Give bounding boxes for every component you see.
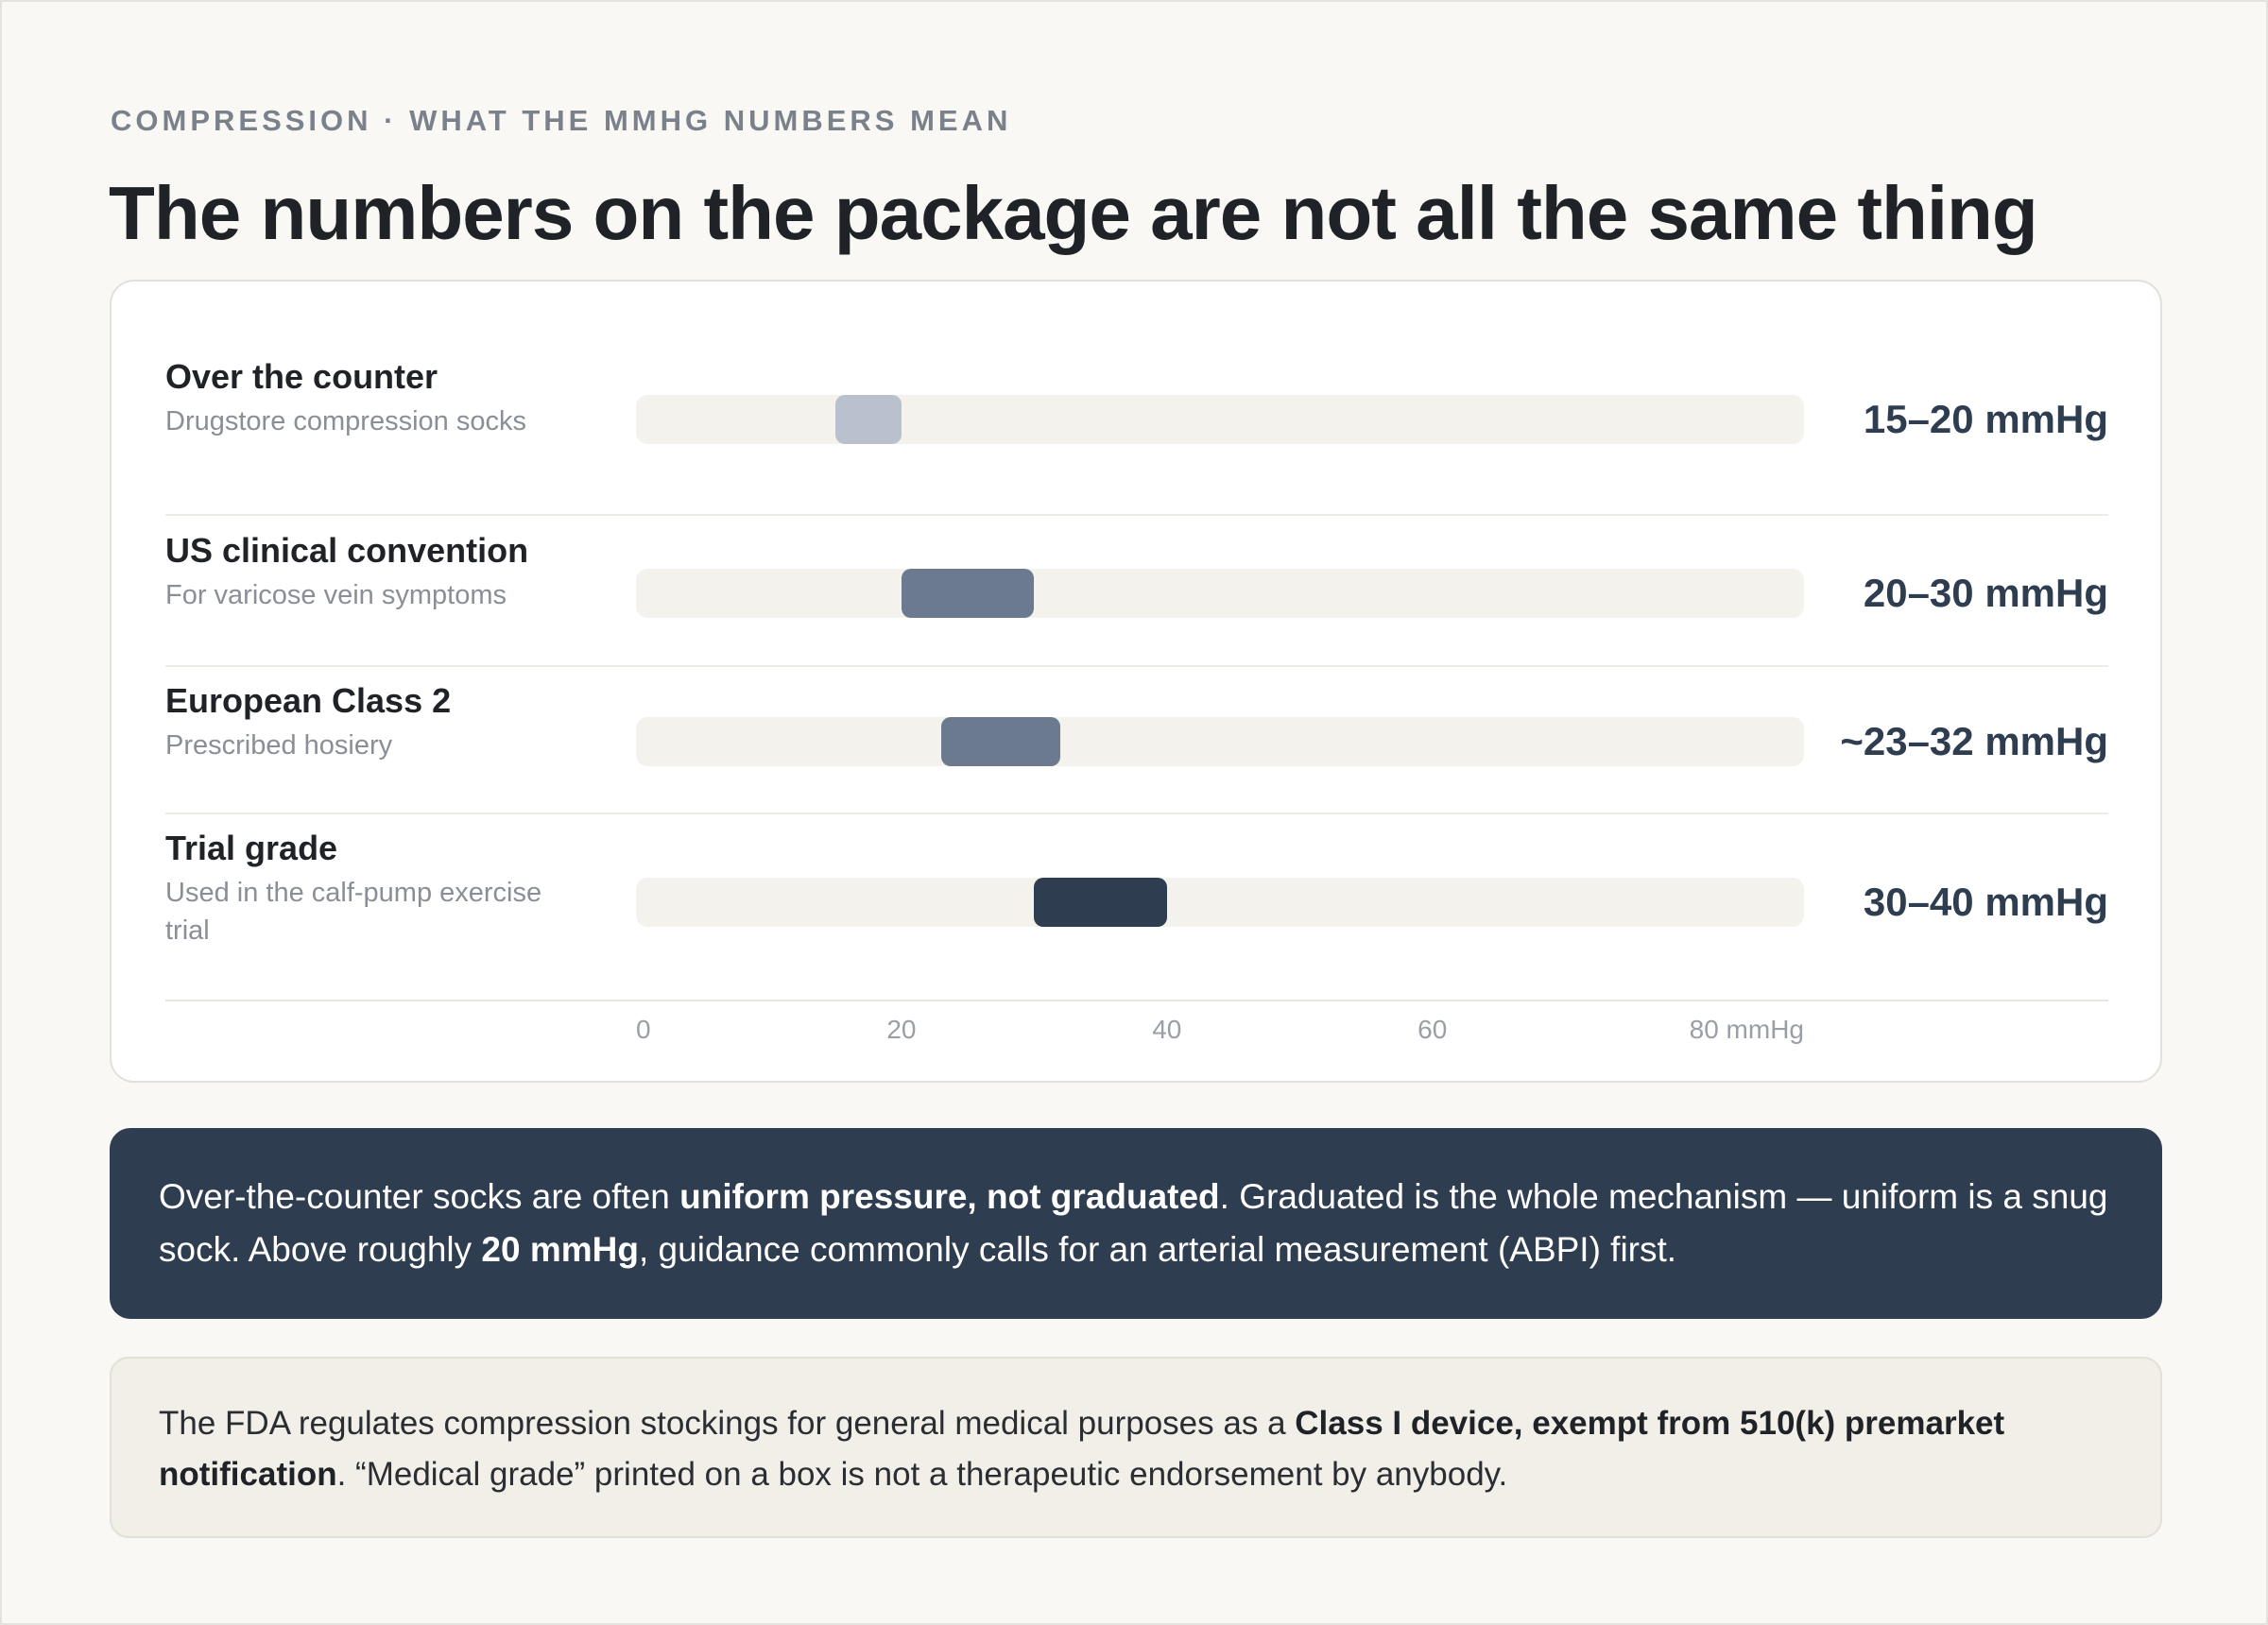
range-bar xyxy=(941,717,1061,766)
row-description: Used in the calf-pump exercise trial xyxy=(165,878,542,946)
row-name: Over the counter xyxy=(165,357,438,396)
eyebrow: COMPRESSION · WHAT THE MMHG NUMBERS MEAN xyxy=(111,104,1012,137)
callout-bold-1: uniform pressure, not graduated xyxy=(679,1177,1220,1216)
row-description: For varicose vein symptoms xyxy=(165,580,507,610)
row-divider xyxy=(165,514,2108,516)
bar-track xyxy=(636,717,1804,766)
chart-row: Over the counter Drugstore compression so… xyxy=(165,357,2108,489)
callout-bold-2: 20 mmHg xyxy=(481,1230,639,1269)
range-label: 20–30 mmHg xyxy=(1863,571,2108,615)
chart-row: US clinical convention For varicose vein … xyxy=(165,531,2108,663)
callout-text-1: Over-the-counter socks are often xyxy=(159,1177,680,1216)
row-description: Prescribed hosiery xyxy=(165,730,393,761)
chart-row: Trial grade Used in the calf-pump exercis… xyxy=(165,829,2108,961)
axis-line xyxy=(165,1000,2108,1001)
bar-track xyxy=(636,395,1804,444)
row-divider xyxy=(165,665,2108,667)
row-name: US clinical convention xyxy=(165,531,529,570)
range-label: 15–20 mmHg xyxy=(1863,397,2108,441)
note-text-1: The FDA regulates compression stockings … xyxy=(159,1405,1296,1442)
row-divider xyxy=(165,812,2108,814)
range-bar xyxy=(901,569,1035,618)
chart-card: Over the counter Drugstore compression so… xyxy=(110,280,2162,1083)
range-label: 30–40 mmHg xyxy=(1863,880,2108,924)
range-label: ~23–32 mmHg xyxy=(1840,719,2108,763)
bar-track xyxy=(636,569,1804,618)
axis-tick-label: 0 xyxy=(636,1015,651,1044)
note-bold-1: Class I device, exempt from 510(k) prema… xyxy=(159,1405,2005,1493)
fda-note: The FDA regulates compression stockings … xyxy=(110,1357,2162,1538)
page-title: The numbers on the package are not all t… xyxy=(109,171,2038,255)
row-description: Drugstore compression socks xyxy=(165,406,526,436)
callout-text-2: . Graduated is the whole mechanism — uni… xyxy=(159,1177,2108,1269)
range-bar xyxy=(834,395,902,444)
row-name: Trial grade xyxy=(165,829,338,867)
bar-track xyxy=(636,878,1804,927)
row-name: European Class 2 xyxy=(165,681,452,720)
axis-tick-label: 60 xyxy=(1418,1015,1448,1044)
range-bar xyxy=(1034,878,1167,927)
callout-text-3: , guidance commonly calls for an arteria… xyxy=(638,1230,1677,1269)
chart-row: European Class 2 Prescribed hosiery ~23–32… xyxy=(165,681,2108,813)
axis-tick-label: 80 mmHg xyxy=(1689,1015,1804,1044)
note-text-2: . “Medical grade” printed on a box is no… xyxy=(336,1456,1508,1493)
callout-box: Over-the-counter socks are often uniform… xyxy=(110,1128,2162,1319)
axis-tick-label: 40 xyxy=(1152,1015,1182,1044)
axis-tick-label: 20 xyxy=(886,1015,917,1044)
